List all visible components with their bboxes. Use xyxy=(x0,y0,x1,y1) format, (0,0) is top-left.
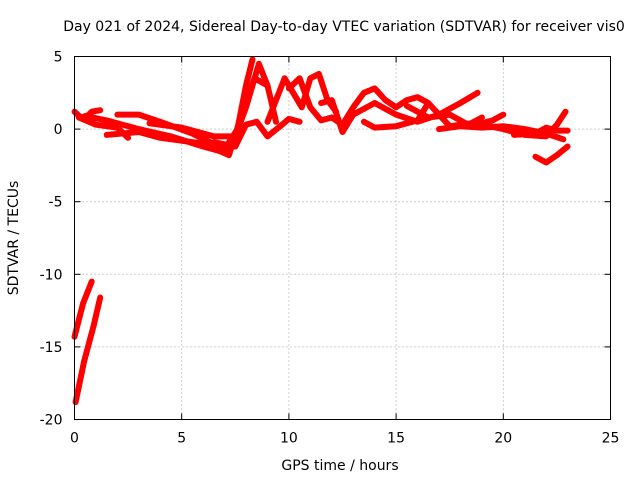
series-layer xyxy=(71,56,571,406)
y-tick-label: 5 xyxy=(54,50,63,66)
x-tick-label: 25 xyxy=(602,431,620,447)
y-axis-title: SDTVAR / TECUs xyxy=(6,181,22,296)
x-tick-label: 20 xyxy=(494,431,512,447)
series-line-sat-h xyxy=(264,70,340,125)
x-tick-label: 15 xyxy=(387,431,405,447)
chart-title: Day 021 of 2024, Sidereal Day-to-day VTE… xyxy=(63,19,625,35)
series-line-sat-d xyxy=(114,56,256,153)
series-line-sat-f xyxy=(103,75,279,159)
plot-frame xyxy=(74,56,611,420)
series-line-sat-p xyxy=(532,143,571,166)
grid xyxy=(74,56,611,420)
series-line-sat-g xyxy=(210,115,303,150)
series-line-sat-i xyxy=(285,75,432,128)
series-line-sat-l xyxy=(403,102,507,130)
x-tick-label: 10 xyxy=(280,431,298,447)
y-tick-label: -15 xyxy=(40,340,63,356)
x-tick-label: 5 xyxy=(177,431,186,447)
y-tick-label: 0 xyxy=(54,122,63,138)
series-line-sat-j xyxy=(318,89,481,135)
series-line-sat-o xyxy=(511,124,571,138)
x-axis-title: GPS time / hours xyxy=(281,458,398,474)
y-tick-label: -5 xyxy=(49,195,63,211)
ticks: 0 5 10 15 20 25 -20 -15 -10 -5 0 5 xyxy=(40,50,620,447)
series-line-sat-r xyxy=(72,294,104,406)
series-line-sat-q xyxy=(71,278,95,340)
y-tick-label: -10 xyxy=(40,267,63,283)
x-tick-label: 0 xyxy=(70,431,79,447)
y-tick-label: -20 xyxy=(40,413,63,429)
